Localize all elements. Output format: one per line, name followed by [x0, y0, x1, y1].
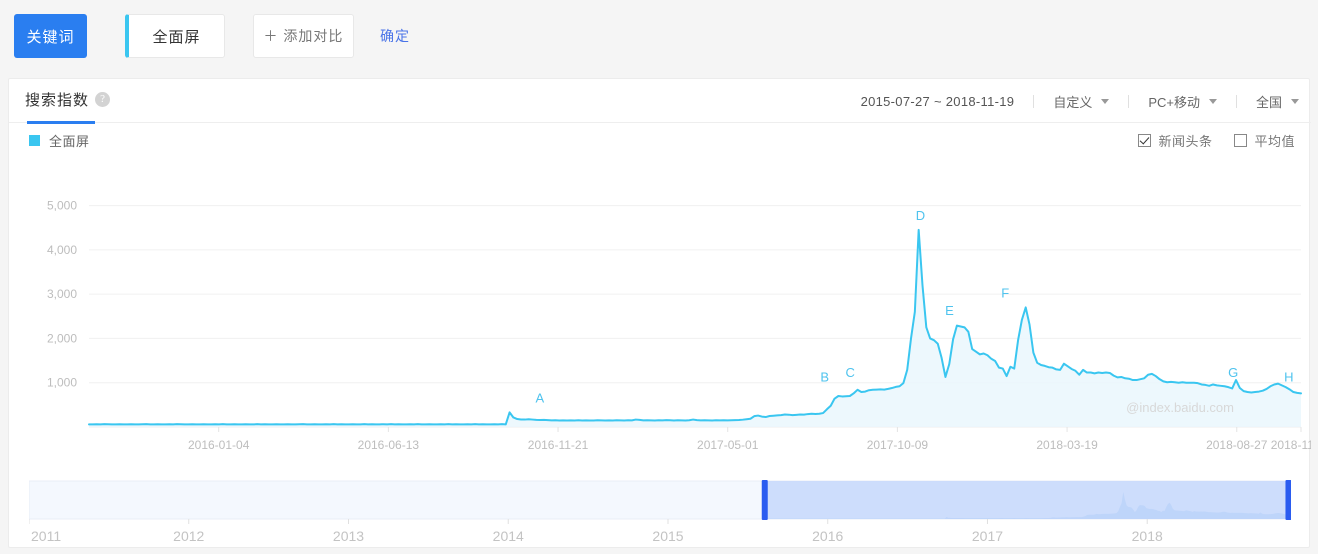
slider-year-label: 2011 [31, 528, 61, 544]
legend-item-series[interactable]: 全面屏 [29, 131, 90, 150]
top-toolbar: 关键词 全面屏 ＋ 添加对比 确定 [0, 0, 1318, 72]
chart-annotation-marker[interactable]: B [820, 370, 829, 385]
divider [1235, 94, 1237, 108]
y-axis-tick-label: 4,000 [47, 243, 77, 257]
x-axis-tick-label: 2018-11-19 [1271, 438, 1311, 452]
slider-year-label: 2012 [173, 528, 204, 544]
search-index-card: 搜索指数 ? 2015-07-27 ~ 2018-11-19 自定义 PC+移动… [8, 78, 1311, 548]
x-axis-tick-label: 2016-01-04 [188, 438, 250, 452]
chevron-down-icon [1208, 98, 1217, 104]
keyword-button[interactable]: 关键词 [14, 14, 87, 58]
checkbox-average-value[interactable]: 平均值 [1234, 131, 1295, 150]
region-select-label: 全国 [1255, 94, 1282, 110]
divider [1128, 94, 1130, 108]
chart-canvas[interactable]: 1,000 2,000 3,000 4,000 5,000 2016-01-04 2016-… [9, 157, 1311, 467]
chart-annotation-marker[interactable]: E [945, 303, 954, 318]
x-axis-tick-label: 2016-11-21 [528, 438, 589, 452]
slider-year-label: 2017 [972, 528, 1003, 544]
slider-handle-end[interactable] [1285, 480, 1292, 520]
tab-search-index-label: 搜索指数 [25, 92, 90, 109]
slider-year-label: 2013 [333, 528, 364, 544]
slider-year-label: 2016 [812, 528, 843, 544]
checkbox-icon-unchecked[interactable] [1234, 134, 1248, 147]
slider-preview-curve [764, 491, 1289, 519]
watermark: @index.baidu.com [1126, 400, 1234, 415]
checkbox-icon-checked[interactable] [1138, 134, 1152, 147]
x-axis-tick-label: 2018-03-19 [1036, 438, 1098, 452]
x-axis-tick-label: 2018-08-27 [1206, 438, 1268, 452]
legend-row: 全面屏 新闻头条 平均值 [9, 123, 1311, 157]
region-select[interactable]: 全国 [1256, 92, 1299, 111]
tab-active-indicator [27, 121, 95, 124]
chart-annotation-marker[interactable]: F [1001, 285, 1009, 300]
time-range-slider-canvas[interactable]: 2011 2012 2013 2014 2015 2016 2017 2018 [28, 477, 1292, 547]
checkbox-news-headlines-label: 新闻头条 [1158, 134, 1213, 149]
legend-label: 全面屏 [49, 134, 90, 149]
x-axis-tick-label: 2016-06-13 [358, 438, 420, 452]
card-header: 搜索指数 ? 2015-07-27 ~ 2018-11-19 自定义 PC+移动… [9, 79, 1311, 124]
tab-search-index[interactable]: 搜索指数 ? [25, 89, 111, 110]
slider-year-label: 2018 [1132, 528, 1163, 544]
series-line[interactable] [88, 228, 1302, 426]
y-axis-tick-label: 3,000 [47, 287, 77, 301]
x-axis-tick-label: 2017-05-01 [697, 438, 759, 452]
chart-annotation-marker[interactable]: G [1228, 365, 1238, 380]
legend-swatch [29, 135, 40, 146]
time-range-slider[interactable]: 2011 2012 2013 2014 2015 2016 2017 2018 [28, 477, 1292, 547]
chart-annotation-marker[interactable]: A [536, 390, 545, 405]
confirm-link[interactable]: 确定 [380, 28, 410, 44]
slider-handle-start[interactable] [761, 480, 768, 520]
divider [1033, 94, 1035, 108]
chevron-down-icon [1291, 98, 1299, 104]
slider-year-label: 2015 [652, 528, 683, 544]
y-axis-tick-label: 1,000 [47, 376, 77, 390]
chart-annotation-marker[interactable]: D [916, 208, 925, 223]
series-area-fill [89, 229, 1301, 427]
keyword-chip-quanmianping[interactable]: 全面屏 [125, 14, 225, 58]
slider-year-label: 2014 [493, 528, 524, 544]
x-axis-tick-label: 2017-10-09 [867, 438, 929, 452]
chart-annotation-marker[interactable]: C [845, 365, 854, 380]
chart-annotation-marker[interactable]: H [1284, 370, 1293, 385]
chevron-down-icon [1101, 98, 1110, 104]
y-axis-tick-label: 2,000 [47, 331, 77, 345]
period-select[interactable]: 自定义 [1053, 92, 1110, 111]
device-select[interactable]: PC+移动 [1148, 92, 1217, 111]
question-mark-icon[interactable]: ? [95, 92, 111, 107]
date-range-label: 2015-07-27 ~ 2018-11-19 [860, 93, 1015, 109]
device-select-label: PC+移动 [1148, 94, 1200, 110]
card-header-controls: 2015-07-27 ~ 2018-11-19 自定义 PC+移动 全国 [861, 79, 1299, 123]
checkbox-news-headlines[interactable]: 新闻头条 [1138, 131, 1212, 150]
y-axis-tick-label: 5,000 [47, 199, 77, 213]
legend-toggles: 新闻头条 平均值 [1116, 131, 1295, 150]
checkbox-average-value-label: 平均值 [1254, 134, 1295, 149]
period-select-label: 自定义 [1053, 94, 1093, 110]
add-compare-button[interactable]: ＋ 添加对比 [253, 14, 354, 58]
index-trend-chart[interactable]: 1,000 2,000 3,000 4,000 5,000 2016-01-04 2016-… [9, 157, 1311, 467]
